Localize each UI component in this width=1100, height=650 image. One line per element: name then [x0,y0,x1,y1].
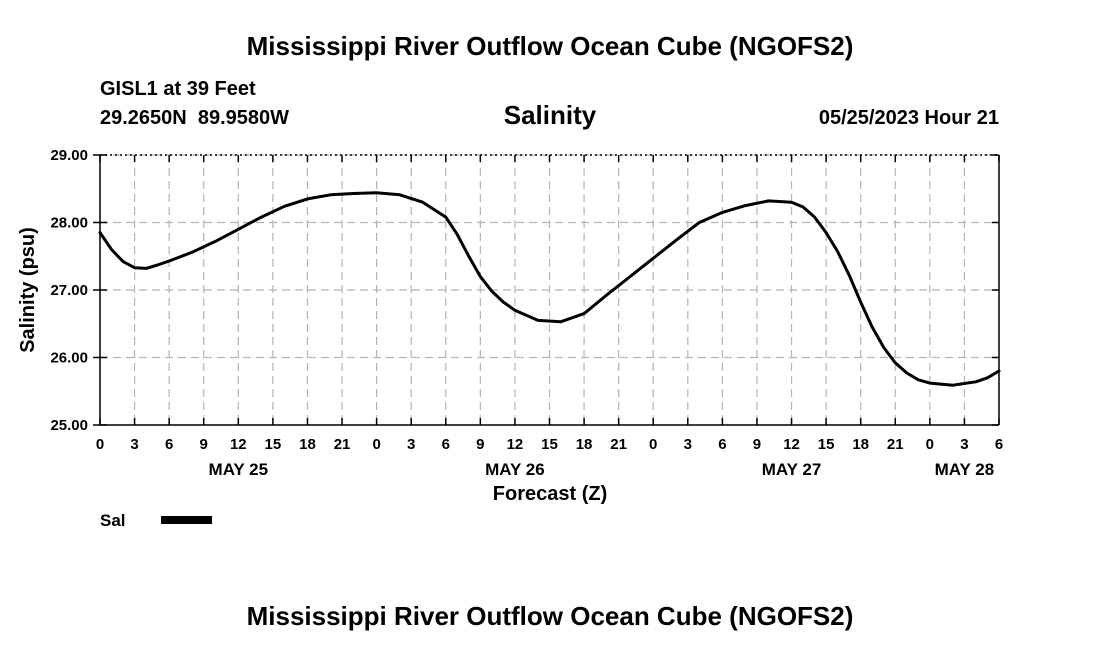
x-tick-label: 9 [753,436,761,453]
y-tick-label: 29.00 [50,147,88,164]
x-tick-label: 15 [265,436,282,453]
series-line-sal [98,191,1001,387]
x-tick-label: 0 [926,436,934,453]
x-tick-label: 12 [507,436,524,453]
legend-label: Sal [100,511,126,530]
x-tick-label: 3 [130,436,138,453]
variable-title: Salinity [504,100,597,130]
x-tick-label: 0 [649,436,657,453]
y-axis-label: Salinity (psu) [17,227,39,353]
x-tick-label: 18 [576,436,593,453]
x-tick-label: 18 [852,436,869,453]
x-date-label: MAY 25 [209,460,269,479]
x-tick-label: 6 [165,436,173,453]
legend: Sal [100,511,212,530]
x-axis-label: Forecast (Z) [493,483,607,505]
x-tick-label: 6 [442,436,450,453]
x-tick-label: 3 [684,436,692,453]
axes: 0 3 6 9 12 15 18 21 0 3 6 9 12 15 18 21 0 3 6 9 12 15 18 21 0 3 6M… [50,147,1003,479]
x-date-label: MAY 28 [935,460,995,479]
forecast-date: 05/25/2023 Hour 21 [819,107,999,129]
grid [100,154,999,425]
x-tick-label: 0 [372,436,380,453]
x-tick-label: 15 [541,436,558,453]
x-tick-label: 12 [230,436,247,453]
y-tick-label: 25.00 [50,417,88,434]
station-coordinates: 29.2650N 89.9580W [100,107,289,129]
chart-title: Mississippi River Outflow Ocean Cube (NG… [247,31,854,61]
x-tick-label: 3 [960,436,968,453]
y-tick-label: 27.00 [50,282,88,299]
x-tick-label: 21 [334,436,351,453]
x-tick-label: 12 [783,436,800,453]
data-series [98,191,1001,387]
x-tick-label: 6 [718,436,726,453]
x-date-label: MAY 26 [485,460,545,479]
footer-title: Mississippi River Outflow Ocean Cube (NG… [247,601,854,631]
x-tick-label: 0 [96,436,104,453]
x-tick-label: 21 [610,436,627,453]
x-tick-label: 9 [200,436,208,453]
x-tick-label: 21 [887,436,904,453]
x-date-label: MAY 27 [762,460,822,479]
station-name: GISL1 at 39 Feet [100,78,256,100]
y-tick-label: 26.00 [50,350,88,367]
x-tick-label: 18 [299,436,316,453]
x-tick-label: 9 [476,436,484,453]
x-tick-label: 6 [995,436,1003,453]
y-tick-label: 28.00 [50,215,88,232]
x-tick-label: 15 [818,436,835,453]
x-tick-label: 3 [407,436,415,453]
